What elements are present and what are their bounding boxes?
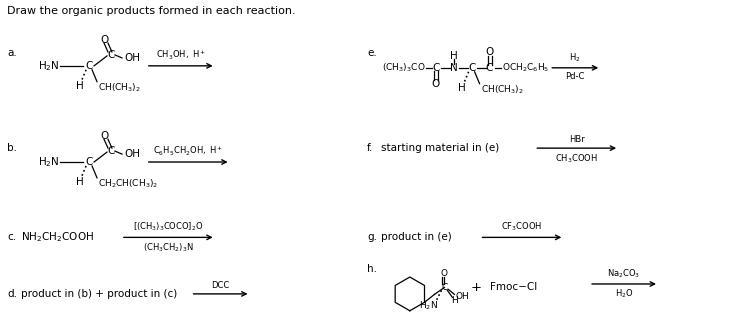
Text: C: C: [441, 283, 448, 292]
Text: h.: h.: [367, 264, 377, 274]
Text: b.: b.: [7, 143, 18, 153]
Text: f.: f.: [367, 143, 374, 153]
Text: N: N: [450, 63, 457, 73]
Text: C: C: [107, 50, 115, 60]
Text: C: C: [468, 63, 476, 73]
Text: $\mathregular{CH_3OH,\ H^+}$: $\mathregular{CH_3OH,\ H^+}$: [156, 49, 206, 62]
Text: $\mathregular{CH_3COOH}$: $\mathregular{CH_3COOH}$: [556, 152, 598, 165]
Text: starting material in (e): starting material in (e): [381, 143, 499, 153]
Text: O: O: [441, 269, 448, 278]
Text: $\mathregular{CF_3COOH}$: $\mathregular{CF_3COOH}$: [501, 221, 542, 234]
Text: +: +: [470, 281, 482, 294]
Text: Fmoc−Cl: Fmoc−Cl: [490, 282, 537, 293]
Text: C: C: [85, 157, 92, 167]
Text: $\mathregular{CH_2CH(CH_3)_2}$: $\mathregular{CH_2CH(CH_3)_2}$: [98, 177, 159, 190]
Text: e.: e.: [367, 48, 377, 58]
Text: C: C: [432, 63, 440, 73]
Text: $\mathregular{(CH_3)_3CO}$: $\mathregular{(CH_3)_3CO}$: [382, 62, 426, 74]
Text: H: H: [450, 51, 457, 61]
Text: O: O: [101, 35, 109, 45]
Text: $\mathregular{CH(CH_3)_2}$: $\mathregular{CH(CH_3)_2}$: [481, 83, 523, 96]
Text: $\mathregular{C_6H_5CH_2OH,\ H^+}$: $\mathregular{C_6H_5CH_2OH,\ H^+}$: [153, 145, 223, 158]
Text: product in (e): product in (e): [381, 232, 451, 242]
Text: C: C: [85, 61, 92, 71]
Text: O: O: [485, 47, 494, 57]
Text: O: O: [101, 131, 109, 141]
Text: $\mathregular{H_2O}$: $\mathregular{H_2O}$: [615, 288, 633, 300]
Text: DCC: DCC: [211, 281, 230, 290]
Text: H: H: [451, 296, 458, 305]
Text: product in (b) + product in (c): product in (b) + product in (c): [21, 289, 178, 299]
Text: c.: c.: [7, 232, 16, 242]
Text: H: H: [458, 83, 465, 92]
Text: $\mathregular{H_2N}$: $\mathregular{H_2N}$: [37, 59, 59, 73]
Text: Draw the organic products formed in each reaction.: Draw the organic products formed in each…: [7, 6, 296, 16]
Text: d.: d.: [7, 289, 18, 299]
Text: OH: OH: [124, 53, 140, 63]
Text: Pd-C: Pd-C: [565, 72, 585, 81]
Text: a.: a.: [7, 48, 17, 58]
Text: $\mathregular{OCH_2C_6H_5}$: $\mathregular{OCH_2C_6H_5}$: [503, 62, 550, 74]
Text: $\mathregular{H_2N}$: $\mathregular{H_2N}$: [37, 155, 59, 169]
Text: $\mathregular{H_2}$: $\mathregular{H_2}$: [570, 51, 581, 64]
Text: OH: OH: [124, 149, 140, 159]
Text: $\mathregular{CH(CH_3)_2}$: $\mathregular{CH(CH_3)_2}$: [98, 81, 141, 94]
Text: C: C: [107, 146, 115, 156]
Text: $\mathregular{NH_2CH_2COOH}$: $\mathregular{NH_2CH_2COOH}$: [21, 231, 94, 244]
Text: $\mathregular{H_2N}$: $\mathregular{H_2N}$: [419, 299, 438, 312]
Text: O: O: [432, 79, 440, 89]
Text: C: C: [486, 63, 493, 73]
Text: $\mathregular{Na_2CO_3}$: $\mathregular{Na_2CO_3}$: [607, 268, 641, 280]
Text: H: H: [76, 177, 84, 187]
Text: $\mathregular{(CH_3CH_2)_3N}$: $\mathregular{(CH_3CH_2)_3N}$: [143, 241, 194, 254]
Text: g.: g.: [367, 232, 377, 242]
Text: $\mathregular{[(CH_3)_3COCO]_2O}$: $\mathregular{[(CH_3)_3COCO]_2O}$: [133, 221, 203, 234]
Text: H: H: [76, 81, 84, 91]
Text: HBr: HBr: [569, 135, 584, 144]
Text: OH: OH: [455, 292, 469, 301]
